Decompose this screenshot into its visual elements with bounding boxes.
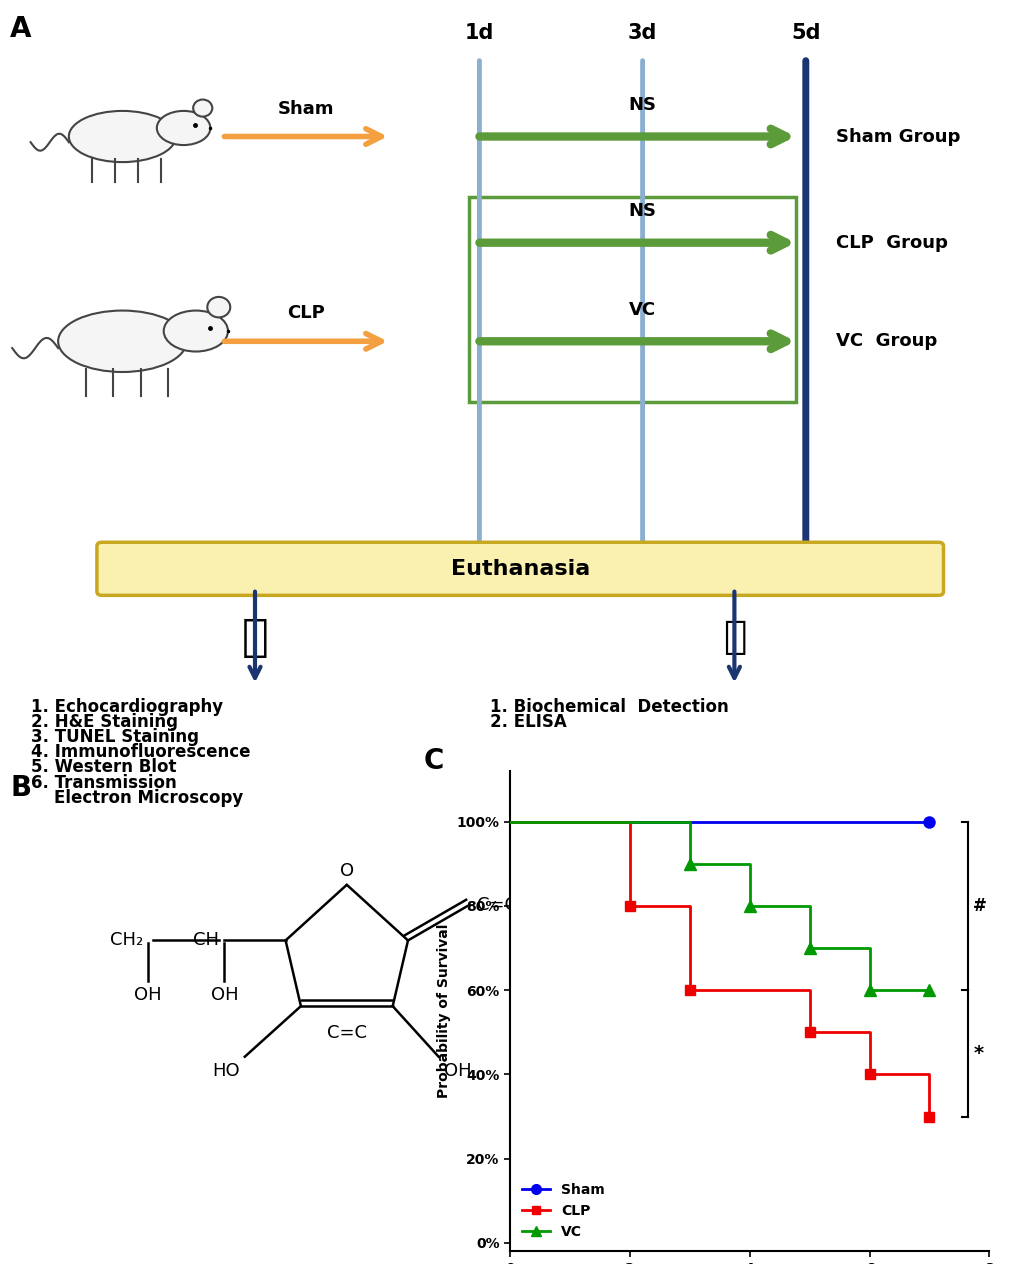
Legend: Sham, CLP, VC: Sham, CLP, VC: [517, 1177, 610, 1245]
Text: OH: OH: [210, 986, 238, 1004]
Text: VC  Group: VC Group: [836, 332, 936, 350]
Text: 1d: 1d: [465, 23, 493, 43]
Ellipse shape: [207, 297, 230, 317]
Text: 🫀: 🫀: [242, 616, 268, 659]
Text: CLP: CLP: [286, 305, 325, 322]
Ellipse shape: [157, 111, 210, 145]
FancyBboxPatch shape: [97, 542, 943, 595]
Text: HO: HO: [212, 1062, 239, 1079]
Text: A: A: [10, 15, 32, 43]
Y-axis label: Probability of Survival: Probability of Survival: [436, 924, 450, 1098]
Text: VC: VC: [629, 301, 655, 319]
Text: 2. ELISA: 2. ELISA: [489, 713, 566, 731]
Text: O: O: [339, 862, 354, 880]
Text: Euthanasia: Euthanasia: [450, 559, 589, 579]
Ellipse shape: [163, 311, 228, 351]
Ellipse shape: [58, 311, 186, 372]
Text: Sham: Sham: [277, 100, 334, 118]
Text: Electron Microscopy: Electron Microscopy: [31, 789, 243, 806]
Text: OH: OH: [133, 986, 162, 1004]
Text: CH₂: CH₂: [109, 932, 143, 949]
Text: Sham Group: Sham Group: [836, 128, 960, 145]
Text: 4. Immunofluorescence: 4. Immunofluorescence: [31, 743, 250, 761]
Text: NS: NS: [628, 96, 656, 114]
Text: 1. Echocardiography: 1. Echocardiography: [31, 698, 222, 715]
Text: NS: NS: [628, 202, 656, 220]
Text: 2. H&E Staining: 2. H&E Staining: [31, 713, 177, 731]
Text: #: #: [972, 897, 986, 915]
Text: OH: OH: [443, 1062, 471, 1079]
Text: 3d: 3d: [628, 23, 656, 43]
Text: 1. Biochemical  Detection: 1. Biochemical Detection: [489, 698, 728, 715]
Text: 5d: 5d: [791, 23, 819, 43]
Text: *: *: [972, 1044, 982, 1063]
Text: CH: CH: [194, 932, 219, 949]
Text: 5. Western Blot: 5. Western Blot: [31, 758, 176, 776]
Ellipse shape: [69, 111, 176, 162]
Text: 🧪: 🧪: [722, 618, 745, 656]
Text: C: C: [423, 747, 443, 775]
Text: B: B: [10, 774, 32, 801]
Text: 6. Transmission: 6. Transmission: [31, 774, 176, 791]
Text: CLP  Group: CLP Group: [836, 234, 948, 252]
Text: 3. TUNEL Staining: 3. TUNEL Staining: [31, 728, 199, 746]
Text: C=C: C=C: [326, 1024, 367, 1042]
Text: C=O: C=O: [477, 896, 518, 914]
Ellipse shape: [193, 100, 212, 116]
